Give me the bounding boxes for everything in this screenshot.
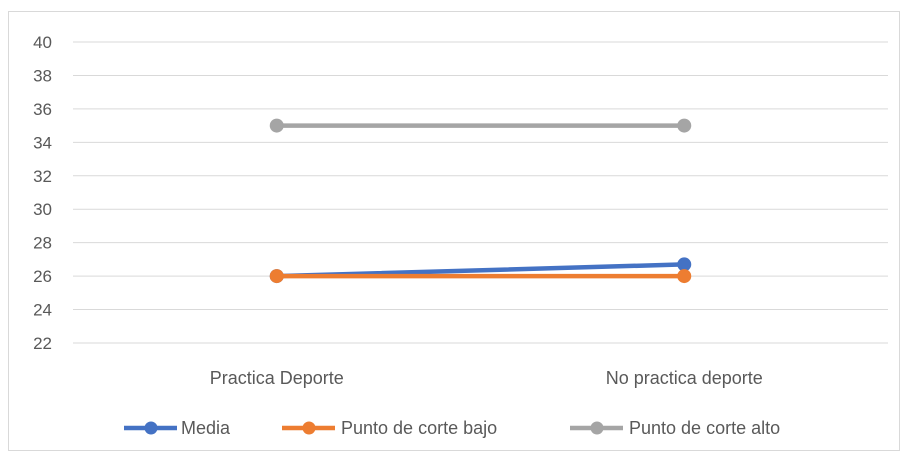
legend-label: Punto de corte alto: [629, 418, 780, 438]
y-axis-tick-labels: 22 24 26 28 30 32 34 36 38 40: [33, 33, 52, 353]
y-tick-label: 24: [33, 301, 52, 320]
x-category-label: Practica Deporte: [210, 368, 344, 388]
legend-item-punto-de-corte-bajo: Punto de corte bajo: [282, 418, 497, 438]
x-category-label: No practica deporte: [606, 368, 763, 388]
series-group: [269, 118, 692, 284]
legend-label: Media: [181, 418, 231, 438]
y-tick-label: 28: [33, 234, 52, 253]
legend-marker: [302, 421, 316, 435]
gridlines: [73, 41, 888, 344]
series-punto-de-corte-bajo: [269, 269, 692, 284]
data-point: [677, 118, 692, 133]
x-axis-category-labels: Practica Deporte No practica deporte: [210, 368, 763, 388]
legend: Media Punto de corte bajo Punto de corte a…: [124, 418, 780, 438]
y-tick-label: 26: [33, 267, 52, 286]
data-point: [677, 269, 692, 284]
series-media: [269, 257, 692, 284]
legend-marker: [590, 421, 604, 435]
y-tick-label: 36: [33, 100, 52, 119]
legend-label: Punto de corte bajo: [341, 418, 497, 438]
data-point: [677, 257, 692, 272]
data-point: [269, 118, 284, 133]
series-punto-de-corte-alto: [269, 118, 692, 133]
legend-item-media: Media: [124, 418, 231, 438]
y-tick-label: 40: [33, 33, 52, 52]
y-tick-label: 30: [33, 200, 52, 219]
y-tick-label: 22: [33, 334, 52, 353]
chart-frame: [8, 11, 900, 451]
legend-item-punto-de-corte-alto: Punto de corte alto: [570, 418, 780, 438]
y-tick-label: 34: [33, 133, 52, 152]
data-point: [269, 269, 284, 284]
legend-marker: [144, 421, 158, 435]
y-tick-label: 32: [33, 167, 52, 186]
y-tick-label: 38: [33, 66, 52, 85]
